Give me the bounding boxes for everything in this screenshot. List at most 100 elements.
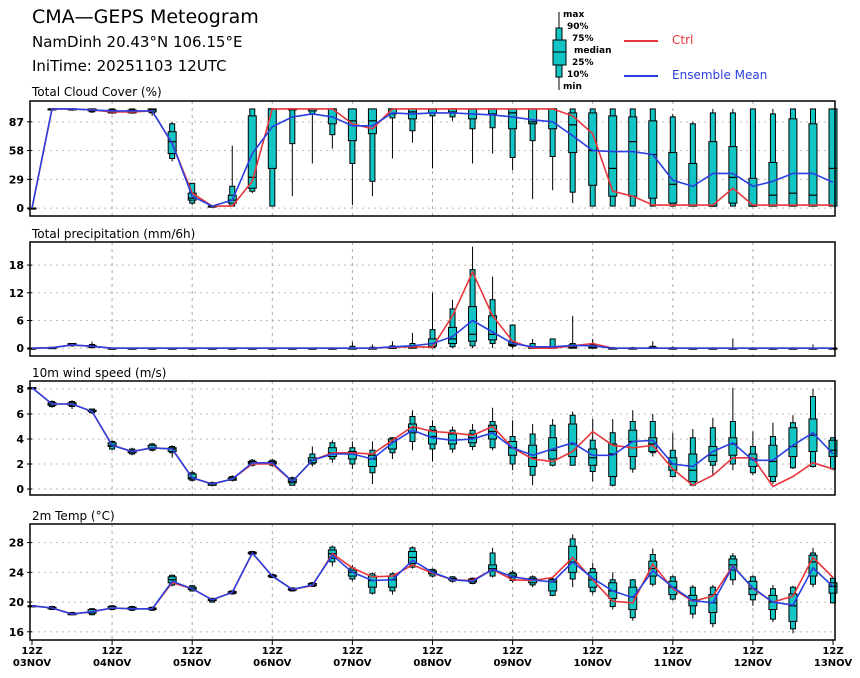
box-27: [568, 108, 578, 204]
x-tick-hour: 12Z: [582, 646, 604, 657]
box-22: [468, 424, 478, 451]
panel-frame: [29, 380, 836, 496]
panel-0: 0 29 58 87: [9, 100, 838, 217]
box-29: [608, 419, 618, 487]
box-19: [407, 546, 417, 569]
box-17: [367, 441, 377, 484]
legend-ctrl-label: Ctrl: [672, 33, 694, 47]
x-tick-hour: 12Z: [101, 646, 123, 657]
ensemble-mean-line: [31, 108, 834, 209]
box-23: [488, 547, 498, 578]
x-tick-date: 07NOV: [333, 658, 372, 669]
ensemble-mean-line: [31, 387, 834, 485]
box-34: [708, 108, 718, 207]
y-tick-label: 6: [16, 408, 24, 421]
box-28: [588, 419, 598, 482]
x-tick-date: 05NOV: [173, 658, 212, 669]
box-21: [448, 299, 458, 349]
y-tick-label: 58: [9, 145, 24, 158]
init-time-label: IniTime: 20251103 12UTC: [32, 57, 227, 75]
box-p25-p75: [828, 582, 838, 594]
x-tick-date: 10NOV: [573, 658, 612, 669]
y-tick-label: 12: [9, 287, 24, 300]
box-40: [828, 108, 838, 207]
location-label: NamDinh 20.43°N 106.15°E: [32, 33, 243, 51]
box-p25-p75: [728, 146, 738, 204]
box-17: [367, 572, 377, 595]
x-tick-date: 03NOV: [12, 658, 52, 669]
box-p25-p75: [648, 120, 658, 199]
panel-1: 0 6 12 18: [9, 241, 838, 357]
box-p25-p75: [247, 115, 257, 189]
box-18: [387, 437, 397, 459]
legend-p75: 75%: [572, 34, 594, 44]
y-tick-label: 16: [9, 626, 25, 639]
box-13: [287, 108, 297, 197]
box-7: [167, 445, 177, 458]
box-22: [468, 246, 478, 349]
box-p25-p75: [808, 123, 818, 207]
ensemble-mean-line: [31, 551, 834, 615]
box-33: [688, 429, 698, 487]
box-p25-p75: [468, 306, 478, 342]
y-tick-label: 87: [9, 116, 24, 129]
x-tick-hour: 12Z: [662, 646, 684, 657]
x-tick-hour: 12Z: [21, 646, 43, 657]
box-24: [508, 108, 518, 171]
legend-p10: 10%: [567, 70, 589, 80]
box-31: [648, 414, 658, 457]
y-tick-label: 29: [9, 173, 24, 186]
box-p25-p75: [588, 448, 598, 466]
y-tick-label: 0: [16, 483, 24, 496]
legend-p90: 90%: [567, 22, 589, 32]
x-tick-date: 13NOV: [813, 658, 853, 669]
chart-title: CMA—GEPS Meteogram: [32, 6, 259, 28]
x-tick-date: 11NOV: [653, 658, 692, 669]
box-27: [568, 315, 578, 349]
y-tick-label: 0: [16, 202, 24, 215]
legend-mean-label: Ensemble Mean: [672, 68, 768, 82]
x-tick-hour: 12Z: [181, 646, 203, 657]
legend-min: min: [563, 82, 582, 92]
box-30: [628, 108, 638, 207]
box-p10-p90: [649, 421, 656, 454]
box-39: [808, 108, 818, 207]
panel-title-precip: Total precipitation (mm/6h): [32, 227, 196, 241]
box-38: [788, 585, 798, 634]
box-p25-p75: [788, 427, 798, 457]
box-33: [688, 121, 698, 207]
box-36: [748, 431, 758, 476]
box-p25-p75: [568, 423, 578, 457]
x-tick-hour: 12Z: [742, 646, 764, 657]
legend-max: max: [563, 10, 585, 20]
box-40: [828, 577, 838, 604]
box-p25-p75: [728, 437, 738, 456]
box-p25-p75: [588, 112, 598, 186]
panel-2: 0 2 4 6 8: [16, 380, 838, 496]
box-p25-p75: [668, 152, 678, 204]
box-30: [628, 579, 638, 621]
box-p25-p75: [688, 453, 698, 482]
box-27: [568, 411, 578, 466]
panel-title-cloud: Total Cloud Cover (%): [32, 85, 162, 99]
box-p25-p75: [568, 545, 578, 573]
box-p25-p75: [608, 115, 618, 197]
box-18: [387, 108, 397, 159]
y-tick-label: 0: [16, 342, 24, 355]
box-7: [167, 574, 177, 587]
x-tick-hour: 12Z: [421, 646, 444, 657]
y-tick-label: 18: [9, 259, 24, 272]
panel-title-wind: 10m wind speed (m/s): [32, 366, 167, 380]
y-tick-label: 2: [16, 458, 24, 471]
box-35: [728, 108, 738, 207]
box-7: [167, 121, 177, 162]
x-tick-hour: 12Z: [261, 646, 283, 657]
box-32: [668, 113, 678, 207]
panel-frame: [29, 241, 836, 357]
legend-median: median: [574, 46, 612, 56]
box-17: [367, 108, 377, 197]
box-39: [808, 389, 818, 468]
y-tick-label: 4: [16, 433, 24, 446]
box-38: [788, 415, 798, 469]
